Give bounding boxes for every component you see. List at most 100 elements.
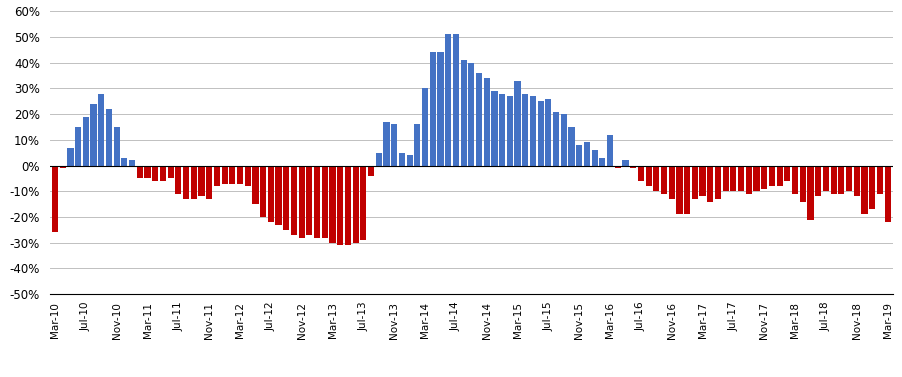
Bar bbox=[368, 166, 374, 176]
Bar bbox=[299, 166, 305, 238]
Bar bbox=[83, 117, 89, 166]
Bar bbox=[422, 89, 428, 166]
Bar bbox=[129, 160, 135, 166]
Bar bbox=[576, 145, 583, 166]
Bar bbox=[60, 166, 66, 168]
Bar bbox=[437, 52, 444, 166]
Bar bbox=[877, 166, 883, 194]
Bar bbox=[507, 96, 513, 166]
Bar bbox=[329, 166, 336, 243]
Bar bbox=[90, 104, 97, 166]
Bar bbox=[823, 166, 829, 191]
Bar bbox=[391, 124, 397, 166]
Bar bbox=[337, 166, 344, 245]
Bar bbox=[846, 166, 852, 191]
Bar bbox=[831, 166, 837, 194]
Bar bbox=[668, 166, 675, 199]
Bar bbox=[514, 81, 520, 166]
Bar bbox=[584, 143, 590, 166]
Bar bbox=[761, 166, 768, 188]
Bar bbox=[414, 124, 420, 166]
Bar bbox=[646, 166, 651, 186]
Bar bbox=[345, 166, 351, 245]
Bar bbox=[861, 166, 868, 215]
Bar bbox=[538, 101, 544, 166]
Bar bbox=[746, 166, 752, 194]
Bar bbox=[121, 158, 127, 166]
Bar bbox=[870, 166, 875, 209]
Bar bbox=[168, 166, 174, 178]
Bar bbox=[160, 166, 166, 181]
Bar bbox=[183, 166, 189, 199]
Bar bbox=[592, 150, 598, 166]
Bar bbox=[492, 91, 498, 166]
Bar bbox=[546, 99, 551, 166]
Bar bbox=[68, 147, 73, 166]
Bar bbox=[152, 166, 159, 181]
Bar bbox=[723, 166, 729, 191]
Bar bbox=[198, 166, 205, 196]
Bar bbox=[731, 166, 737, 191]
Bar bbox=[275, 166, 281, 225]
Bar bbox=[676, 166, 683, 215]
Bar bbox=[52, 166, 58, 232]
Bar bbox=[499, 93, 505, 166]
Bar bbox=[461, 60, 466, 166]
Bar bbox=[715, 166, 721, 199]
Bar bbox=[638, 166, 644, 181]
Bar bbox=[699, 166, 705, 196]
Bar bbox=[622, 160, 629, 166]
Bar bbox=[653, 166, 659, 191]
Bar bbox=[684, 166, 690, 215]
Bar bbox=[568, 127, 575, 166]
Bar bbox=[360, 166, 366, 240]
Bar bbox=[630, 166, 636, 168]
Bar bbox=[661, 166, 667, 194]
Bar bbox=[753, 166, 759, 191]
Bar bbox=[353, 166, 359, 243]
Bar bbox=[853, 166, 860, 196]
Bar bbox=[114, 127, 120, 166]
Bar bbox=[838, 166, 844, 194]
Bar bbox=[707, 166, 713, 202]
Bar bbox=[268, 166, 274, 222]
Bar bbox=[253, 166, 259, 204]
Bar bbox=[453, 34, 459, 166]
Bar bbox=[607, 135, 613, 166]
Bar bbox=[260, 166, 266, 217]
Bar bbox=[283, 166, 290, 230]
Bar bbox=[214, 166, 220, 186]
Bar bbox=[445, 34, 451, 166]
Bar bbox=[291, 166, 297, 235]
Bar bbox=[522, 93, 529, 166]
Bar bbox=[561, 114, 566, 166]
Bar bbox=[314, 166, 320, 238]
Bar bbox=[106, 109, 112, 166]
Bar bbox=[800, 166, 805, 202]
Bar bbox=[692, 166, 698, 199]
Bar bbox=[75, 127, 81, 166]
Bar bbox=[614, 166, 621, 168]
Bar bbox=[307, 166, 312, 235]
Bar bbox=[137, 166, 143, 178]
Bar bbox=[777, 166, 783, 186]
Bar bbox=[807, 166, 814, 219]
Bar bbox=[738, 166, 744, 191]
Bar bbox=[229, 166, 235, 184]
Bar bbox=[769, 166, 775, 186]
Bar bbox=[98, 93, 105, 166]
Bar bbox=[476, 73, 482, 166]
Bar bbox=[815, 166, 822, 196]
Bar bbox=[322, 166, 328, 238]
Bar bbox=[407, 155, 413, 166]
Bar bbox=[190, 166, 197, 199]
Bar bbox=[399, 153, 405, 166]
Bar bbox=[784, 166, 790, 181]
Bar bbox=[376, 153, 382, 166]
Bar bbox=[175, 166, 181, 194]
Bar bbox=[222, 166, 227, 184]
Bar bbox=[383, 122, 390, 166]
Bar bbox=[429, 52, 436, 166]
Bar bbox=[792, 166, 798, 194]
Bar bbox=[529, 96, 536, 166]
